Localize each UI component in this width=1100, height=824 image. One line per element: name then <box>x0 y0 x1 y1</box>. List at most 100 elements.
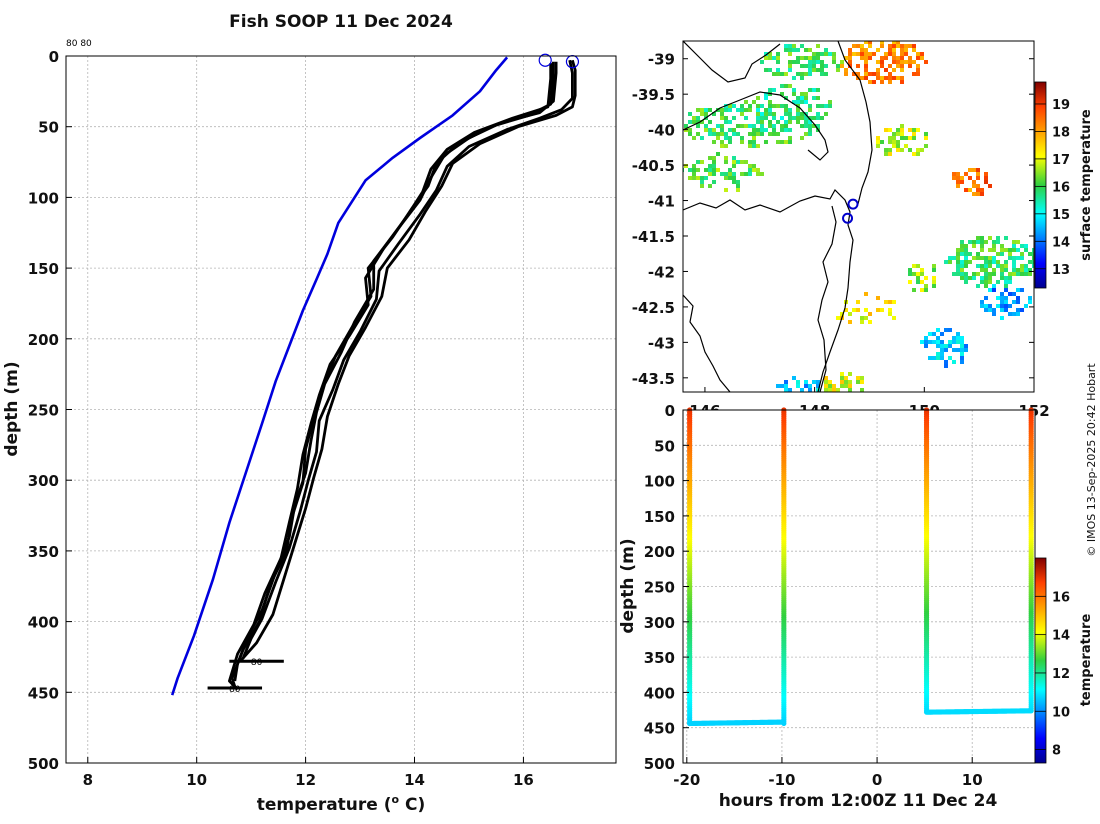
sst-pixel <box>736 180 740 184</box>
sst-pixel <box>872 72 876 76</box>
sst-pixel <box>804 96 808 100</box>
sst-pixel <box>880 308 884 312</box>
sst-pixel <box>916 52 920 56</box>
track-cast-a <box>687 407 787 727</box>
sst-pixel <box>712 132 716 136</box>
sst-pixel <box>932 280 936 284</box>
sst-pixel <box>960 268 964 272</box>
sst-pixel <box>940 332 944 336</box>
sst-pixel <box>1024 264 1028 268</box>
sst-pixel <box>860 376 864 380</box>
sst-pixel <box>740 124 744 128</box>
sst-pixel <box>816 96 820 100</box>
sst-pixel <box>848 372 852 376</box>
sst-pixel <box>784 384 788 388</box>
sst-pixel <box>908 64 912 68</box>
sst-pixel <box>984 268 988 272</box>
sst-pixel <box>848 48 852 52</box>
sst-pixel <box>752 168 756 172</box>
sst-pixel <box>1028 300 1032 304</box>
sst-pixel <box>976 184 980 188</box>
sst-pixel <box>780 92 784 96</box>
sst-pixel <box>844 68 848 72</box>
sst-pixel <box>808 48 812 52</box>
sst-pixel <box>1020 264 1024 268</box>
sst-pixel <box>904 44 908 48</box>
sst-pixel <box>964 260 968 264</box>
sst-pixel <box>884 76 888 80</box>
y-tick-label: 250 <box>28 402 59 420</box>
sst-pixel <box>984 280 988 284</box>
sst-pixel <box>892 56 896 60</box>
cb-tick-label: 8 <box>1052 744 1061 759</box>
sst-pixel <box>992 240 996 244</box>
sst-pixel <box>768 132 772 136</box>
sst-pixel <box>960 176 964 180</box>
sst-pixel <box>1016 312 1020 316</box>
cb-tick-label: 10 <box>1052 705 1070 720</box>
sst-pixel <box>1004 248 1008 252</box>
sst-pixel <box>964 172 968 176</box>
sst-pixel <box>952 336 956 340</box>
sst-pixel <box>796 60 800 64</box>
sst-pixel <box>792 376 796 380</box>
sst-pixel <box>844 384 848 388</box>
sst-pixel <box>824 64 828 68</box>
sst-pixel <box>876 48 880 52</box>
sst-pixel <box>916 148 920 152</box>
sst-pixel <box>1008 304 1012 308</box>
sst-pixel <box>800 116 804 120</box>
cb-tick-label: 16 <box>1052 180 1070 195</box>
sst-pixel <box>980 240 984 244</box>
sst-pixel <box>940 348 944 352</box>
sst-pixel <box>824 384 828 388</box>
sst-pixel <box>1028 296 1032 300</box>
sst-pixel <box>992 260 996 264</box>
sst-pixel <box>884 56 888 60</box>
sst-pixel <box>844 56 848 60</box>
sst-pixel <box>808 124 812 128</box>
sst-pixel <box>916 272 920 276</box>
sst-pixel <box>992 308 996 312</box>
sst-pixel <box>1008 312 1012 316</box>
sst-pixel <box>976 192 980 196</box>
y-tick-label: 350 <box>644 649 675 667</box>
sst-pixel <box>964 344 968 348</box>
sst-pixel <box>812 380 816 384</box>
sst-pixel <box>752 144 756 148</box>
sst-pixel <box>1008 252 1012 256</box>
sst-pixel <box>972 244 976 248</box>
sst-pixel <box>1004 296 1008 300</box>
sst-pixel <box>792 100 796 104</box>
sst-pixel <box>784 104 788 108</box>
sst-pixel <box>1000 268 1004 272</box>
sst-pixel <box>844 380 848 384</box>
sst-pixel <box>816 88 820 92</box>
sst-pixel <box>756 172 760 176</box>
sst-pixel <box>960 260 964 264</box>
sst-pixel <box>764 112 768 116</box>
sst-pixel <box>708 184 712 188</box>
sst-pixel <box>828 100 832 104</box>
sst-pixel <box>980 256 984 260</box>
sst-pixel <box>968 176 972 180</box>
sst-pixel <box>816 52 820 56</box>
y-tick-label: 500 <box>28 755 59 773</box>
sst-pixel <box>888 312 892 316</box>
sst-pixel <box>952 360 956 364</box>
sst-pixel <box>992 248 996 252</box>
sst-pixel <box>888 44 892 48</box>
sst-pixel <box>908 60 912 64</box>
sst-pixel <box>768 120 772 124</box>
sst-pixel <box>988 248 992 252</box>
profile-y-ticks: 0 50 100 150 200 250 300 350 400 450 500 <box>28 48 72 773</box>
series-profile-2 <box>241 59 574 659</box>
y-tick-label: 300 <box>644 614 675 632</box>
sst-pixel <box>956 180 960 184</box>
sst-pixel <box>928 340 932 344</box>
sst-pixel <box>832 388 836 392</box>
sst-pixel <box>1028 268 1032 272</box>
sst-pixel <box>812 96 816 100</box>
sst-pixel <box>932 268 936 272</box>
